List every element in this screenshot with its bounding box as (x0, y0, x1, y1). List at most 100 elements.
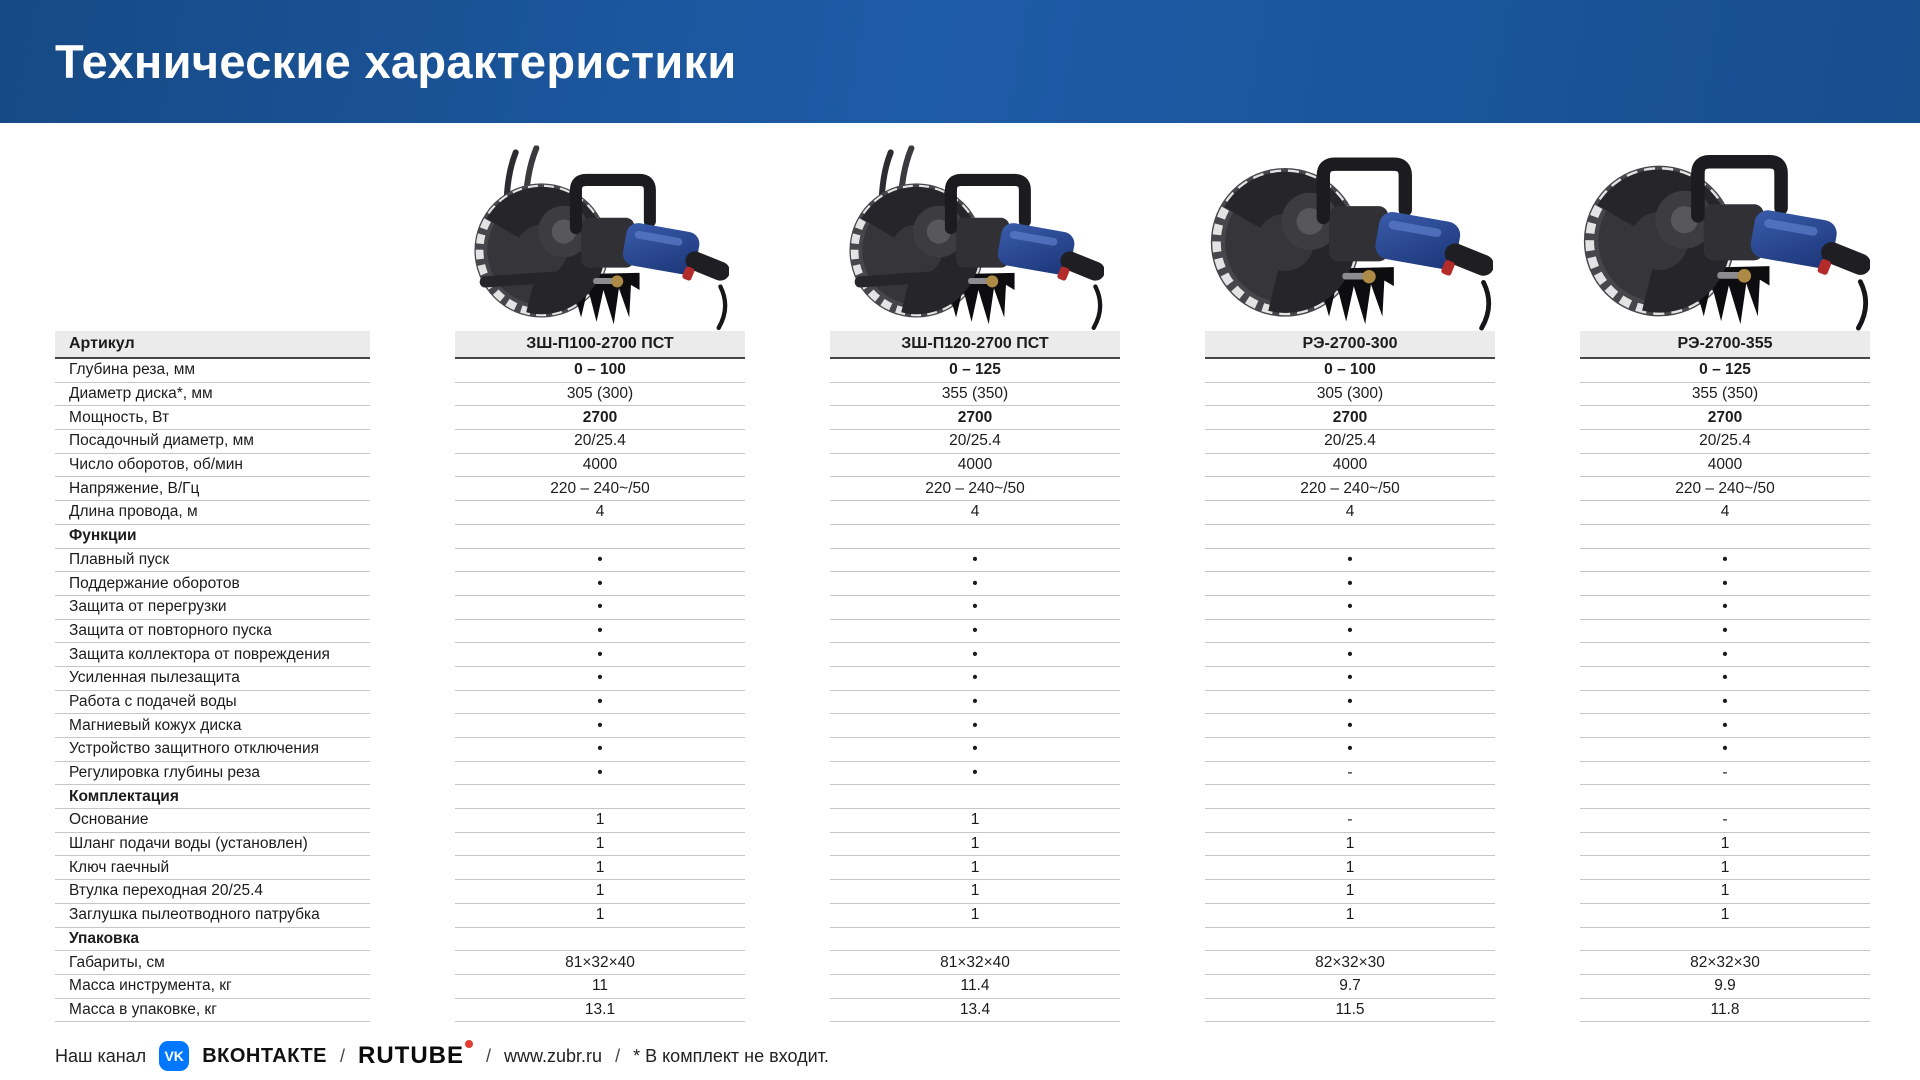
row-value: 1 (455, 809, 745, 833)
footer-separator: / (615, 1045, 621, 1066)
row-value: • (1580, 620, 1870, 644)
table-row: Напряжение, В/Гц 220 – 240~/50 220 – 240~/… (55, 477, 1870, 502)
table-row: Посадочный диаметр, мм 20/25.4 20/25.4 20/2… (55, 430, 1870, 454)
row-value: • (455, 643, 745, 667)
table-row: Мощность, Вт 2700 2700 2700 2700 (55, 406, 1870, 431)
row-value: • (455, 738, 745, 762)
row-value: • (1580, 691, 1870, 715)
row-value: 1 (830, 880, 1120, 904)
row-label: Защита от повторного пуска (55, 620, 370, 644)
row-value: • (830, 762, 1120, 786)
row-value: 20/25.4 (1580, 430, 1870, 454)
row-value: 1 (1580, 856, 1870, 881)
row-value: • (830, 643, 1120, 667)
product-image-wall-chaser-2 (846, 145, 1104, 331)
vk-icon[interactable]: VK (159, 1041, 190, 1072)
table-row: Глубина реза, мм 0 – 100 0 – 125 0 – 100 0 –… (55, 359, 1870, 383)
footer-separator: / (340, 1045, 346, 1066)
row-value: 1 (1580, 833, 1870, 857)
row-value: - (1580, 762, 1870, 786)
rutube-link[interactable]: RUTUBE (358, 1040, 474, 1070)
row-value: 82×32×30 (1580, 951, 1870, 975)
row-label: Работа с подачей воды (55, 691, 370, 715)
row-value: • (830, 620, 1120, 644)
row-value: 1 (455, 880, 745, 904)
table-section-row: Функции (55, 525, 1870, 549)
row-label: Основание (55, 809, 370, 833)
row-value: • (455, 691, 745, 715)
product-name: ЗШ-П100-2700 ПСТ (455, 331, 745, 359)
row-value: 1 (1580, 904, 1870, 928)
row-value: 220 – 240~/50 (1205, 477, 1495, 502)
row-label: Ключ гаечный (55, 856, 370, 881)
row-value: 4000 (830, 454, 1120, 478)
row-value: 1 (1580, 880, 1870, 904)
table-row: Усиленная пылезащита • • • • (55, 667, 1870, 691)
row-label: Заглушка пылеотводного патрубка (55, 904, 370, 928)
table-row: Втулка переходная 20/25.4 1 1 1 1 (55, 880, 1870, 904)
table-header-row: Артикул ЗШ-П100-2700 ПСТ ЗШ-П120-2700 ПС… (55, 331, 1870, 359)
row-value: - (1580, 809, 1870, 833)
vk-link[interactable]: ВКОНТАКТЕ (202, 1044, 327, 1067)
product-image-cell (1580, 123, 1870, 331)
row-value: • (455, 549, 745, 573)
row-value: 1 (830, 833, 1120, 857)
row-value: 13.1 (455, 999, 745, 1023)
row-label: Втулка переходная 20/25.4 (55, 880, 370, 904)
row-label: Мощность, Вт (55, 406, 370, 431)
row-value: 1 (830, 856, 1120, 881)
product-image-wall-chaser-1 (471, 145, 729, 331)
row-value: 11.5 (1205, 999, 1495, 1023)
row-value (830, 525, 1120, 549)
row-value: 2700 (1580, 406, 1870, 431)
row-label: Устройство защитного отключения (55, 738, 370, 762)
row-value (1205, 928, 1495, 952)
row-value: 11.8 (1580, 999, 1870, 1023)
spec-table-body: Глубина реза, мм 0 – 100 0 – 125 0 – 100 0 –… (55, 359, 1870, 1023)
row-value: 4 (830, 501, 1120, 525)
row-label: Напряжение, В/Гц (55, 477, 370, 502)
product-name: ЗШ-П120-2700 ПСТ (830, 331, 1120, 359)
table-row: Масса в упаковке, кг 13.1 13.4 11.5 11.8 (55, 999, 1870, 1023)
row-value: 305 (300) (1205, 383, 1495, 407)
table-header-label: Артикул (55, 331, 370, 359)
row-label: Посадочный диаметр, мм (55, 430, 370, 454)
row-value: • (1205, 572, 1495, 596)
row-label: Защита коллектора от повреждения (55, 643, 370, 667)
row-value: 1 (830, 809, 1120, 833)
row-value: 0 – 100 (1205, 359, 1495, 383)
row-value: - (1205, 809, 1495, 833)
row-value (1580, 525, 1870, 549)
row-label: Шланг подачи воды (установлен) (55, 833, 370, 857)
row-value: • (1580, 667, 1870, 691)
table-row: Основание 1 1 - - (55, 809, 1870, 833)
row-value: • (1205, 596, 1495, 620)
row-value: 13.4 (830, 999, 1120, 1023)
table-row: Габариты, см 81×32×40 81×32×40 82×32×30 82×3… (55, 951, 1870, 975)
row-value: • (1580, 572, 1870, 596)
product-name: РЭ-2700-300 (1205, 331, 1495, 359)
table-row: Магниевый кожух диска • • • • (55, 714, 1870, 738)
row-label: Защита от перегрузки (55, 596, 370, 620)
row-value: 0 – 100 (455, 359, 745, 383)
row-value: • (830, 572, 1120, 596)
table-row: Регулировка глубины реза • • - - (55, 762, 1870, 786)
row-value: 82×32×30 (1205, 951, 1495, 975)
row-value: • (1580, 643, 1870, 667)
row-label: Усиленная пылезащита (55, 667, 370, 691)
product-image-cell (1205, 123, 1495, 331)
row-value (455, 785, 745, 810)
table-row: Число оборотов, об/мин 4000 4000 4000 4000 (55, 454, 1870, 478)
row-value: 4 (455, 501, 745, 525)
row-value: - (1205, 762, 1495, 786)
table-row: Защита коллектора от повреждения • • • • (55, 643, 1870, 667)
row-value: 9.7 (1205, 975, 1495, 999)
row-value: 9.9 (1580, 975, 1870, 999)
row-value: 2700 (1205, 406, 1495, 431)
row-value: • (455, 596, 745, 620)
row-label: Габариты, см (55, 951, 370, 975)
row-value: 220 – 240~/50 (830, 477, 1120, 502)
website-link[interactable]: www.zubr.ru (504, 1045, 603, 1066)
row-label: Диаметр диска*, мм (55, 383, 370, 407)
row-value (830, 785, 1120, 810)
